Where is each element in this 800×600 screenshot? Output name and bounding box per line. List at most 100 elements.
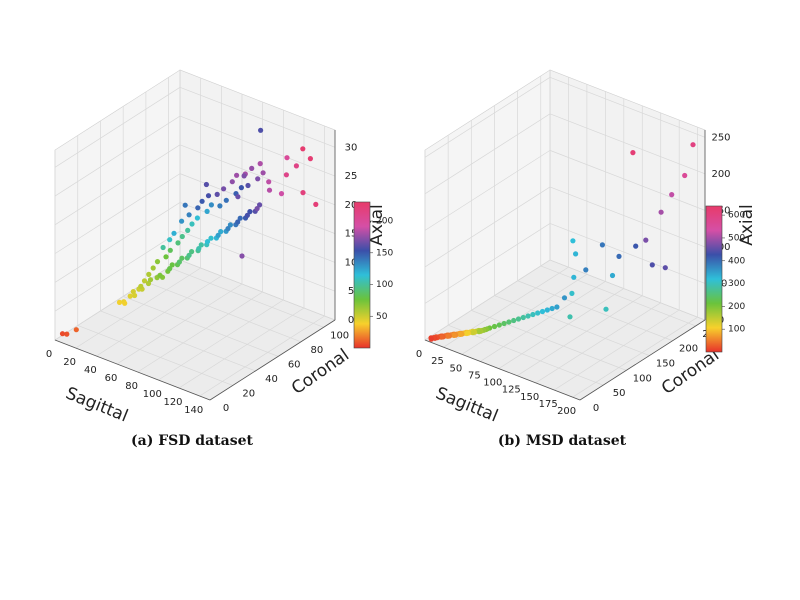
data-point: [244, 212, 250, 218]
data-point: [451, 332, 457, 338]
data-point: [649, 262, 655, 268]
x-axis-line: [54, 339, 211, 401]
data-point: [195, 205, 201, 211]
data-point: [189, 249, 195, 255]
grid-x-floor: [96, 275, 222, 357]
data-point: [176, 259, 182, 265]
data-point: [157, 272, 163, 278]
data-point: [203, 181, 209, 188]
grid-z-back: [549, 186, 706, 248]
colorbar: [353, 201, 371, 349]
z-tick-label: 0: [348, 315, 354, 326]
data-point: [208, 235, 214, 241]
data-point: [223, 197, 229, 203]
data-point: [179, 255, 185, 261]
grid-x-floor: [480, 281, 606, 362]
y-axis-line: [579, 319, 706, 401]
data-point: [573, 251, 579, 257]
y-tick-label: 150: [656, 359, 675, 370]
data-point: [138, 283, 144, 289]
x-tick-label: 25: [431, 356, 444, 367]
grid-y-floor: [100, 310, 256, 372]
grid-z-side: [54, 86, 181, 168]
data-point: [603, 306, 609, 312]
x-axis-title: Sagittal: [63, 384, 131, 427]
data-point: [171, 230, 177, 236]
z-tick-label: 20: [345, 200, 358, 211]
data-point: [163, 254, 169, 260]
z-tick-label: 250: [711, 132, 730, 143]
data-point: [457, 331, 463, 337]
data-point: [476, 329, 482, 335]
data-point: [208, 202, 214, 208]
grid-z-back: [549, 76, 706, 138]
grid-z-back: [179, 144, 336, 206]
data-point: [59, 331, 66, 337]
y-tick-label: 100: [330, 330, 349, 341]
data-point: [313, 201, 319, 207]
data-point: [179, 218, 185, 224]
z-axis-title: Axial: [737, 204, 757, 246]
data-point: [227, 222, 233, 228]
grid-z-back: [549, 223, 706, 284]
data-point: [169, 262, 175, 268]
data-point: [501, 320, 507, 327]
y-tick-label: 200: [679, 344, 698, 355]
data-point: [690, 142, 696, 148]
data-point: [147, 277, 154, 283]
data-point: [146, 271, 152, 277]
grid-z-side: [54, 144, 181, 226]
data-point: [198, 242, 204, 248]
data-point: [237, 215, 243, 221]
x-tick-label: 0: [46, 349, 52, 360]
data-point: [630, 150, 636, 156]
x-axis-title: Sagittal: [433, 384, 501, 427]
data-point: [506, 319, 512, 325]
caption-msd-dataset: (b) MSD dataset: [497, 433, 627, 449]
grid-z-side: [424, 150, 551, 231]
x-tick-label: 20: [63, 357, 76, 368]
grid-z-back: [179, 115, 336, 177]
y-tick-label: 50: [613, 388, 626, 399]
data-point: [186, 212, 192, 218]
data-point: [549, 305, 555, 312]
x-tick-label: 175: [539, 399, 558, 410]
data-point: [571, 274, 577, 280]
data-point: [278, 191, 285, 197]
colorbar-tick-label: 100: [376, 280, 393, 290]
colorbar-tick-label: 400: [728, 256, 745, 266]
data-point: [445, 333, 451, 339]
data-point: [530, 311, 536, 318]
data-point: [167, 247, 173, 253]
data-point: [496, 322, 502, 328]
data-point: [175, 240, 181, 246]
data-point: [196, 246, 202, 252]
data-point: [241, 173, 247, 179]
grid-z-side: [424, 113, 551, 195]
y-tick-label: 0: [593, 403, 599, 414]
y-tick-label: 60: [288, 359, 301, 370]
x-tick-label: 120: [163, 397, 182, 408]
data-point: [260, 170, 266, 176]
data-point: [160, 244, 166, 251]
data-point: [229, 179, 235, 185]
data-point: [470, 330, 476, 336]
z-tick-label: 15: [345, 229, 358, 240]
data-point: [662, 265, 668, 271]
data-point: [218, 229, 224, 235]
data-point: [130, 289, 136, 295]
x-tick-label: 100: [483, 378, 502, 389]
data-point: [154, 259, 161, 265]
grid-z-side: [54, 202, 181, 283]
y-tick-label: 100: [633, 373, 652, 384]
z-axis-title: Axial: [367, 204, 387, 246]
data-point: [217, 203, 223, 209]
data-point: [438, 334, 444, 340]
data-point: [194, 215, 200, 221]
grid-y-floor: [168, 266, 324, 328]
grid-z-back: [549, 259, 706, 321]
y-tick-label: 20: [242, 388, 255, 399]
data-point: [122, 300, 128, 306]
